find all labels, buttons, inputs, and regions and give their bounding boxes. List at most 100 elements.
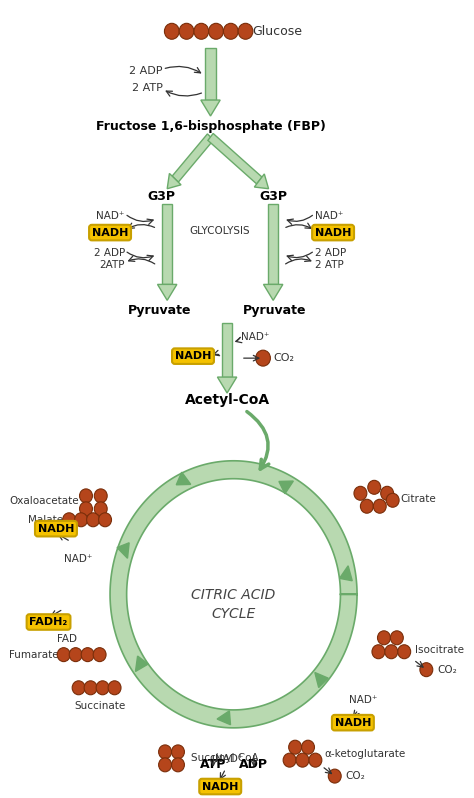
Polygon shape: [217, 711, 230, 725]
Text: NAD⁺: NAD⁺: [64, 554, 92, 563]
Text: NAD⁺: NAD⁺: [349, 695, 378, 705]
Polygon shape: [176, 472, 191, 485]
Polygon shape: [172, 134, 214, 182]
Polygon shape: [157, 284, 177, 300]
Text: NADH: NADH: [175, 351, 211, 361]
Text: NADH: NADH: [202, 781, 238, 792]
Circle shape: [386, 493, 399, 508]
Circle shape: [223, 23, 238, 39]
Polygon shape: [279, 481, 293, 494]
Circle shape: [94, 502, 107, 516]
Text: NADH: NADH: [335, 717, 371, 728]
Text: Succinate: Succinate: [74, 701, 126, 711]
Circle shape: [74, 513, 88, 527]
Text: NAD⁺: NAD⁺: [215, 753, 243, 764]
Polygon shape: [268, 203, 278, 284]
Circle shape: [179, 23, 194, 39]
Text: NAD⁺: NAD⁺: [315, 211, 343, 220]
Circle shape: [93, 648, 106, 662]
Text: Succinyl CoA: Succinyl CoA: [191, 753, 258, 763]
Text: Citrate: Citrate: [400, 494, 436, 504]
Text: NADH: NADH: [315, 227, 351, 238]
Circle shape: [69, 648, 82, 662]
Polygon shape: [205, 48, 216, 100]
Circle shape: [72, 681, 85, 695]
Circle shape: [289, 741, 301, 754]
Polygon shape: [222, 323, 232, 377]
Circle shape: [360, 500, 374, 513]
Text: 2 ADP: 2 ADP: [129, 66, 163, 76]
Text: 2 ADP: 2 ADP: [93, 247, 125, 258]
Text: 2 ADP: 2 ADP: [315, 247, 346, 258]
Circle shape: [80, 489, 92, 503]
Circle shape: [391, 630, 403, 645]
Polygon shape: [117, 543, 129, 559]
Text: Glucose: Glucose: [252, 25, 302, 38]
Circle shape: [57, 648, 70, 662]
Circle shape: [301, 741, 314, 754]
Circle shape: [255, 350, 270, 366]
Text: G3P: G3P: [259, 190, 287, 203]
Text: Fructose 1,6-bisphosphate (FBP): Fructose 1,6-bisphosphate (FBP): [96, 120, 326, 133]
Text: Pyruvate: Pyruvate: [128, 304, 191, 317]
Polygon shape: [339, 566, 352, 581]
Polygon shape: [136, 656, 148, 671]
Circle shape: [63, 513, 75, 527]
Circle shape: [238, 23, 253, 39]
Text: NADH: NADH: [92, 227, 128, 238]
Text: 2ATP: 2ATP: [99, 260, 125, 271]
Text: Fumarate: Fumarate: [9, 650, 58, 660]
Circle shape: [84, 681, 97, 695]
Text: 2 ATP: 2 ATP: [132, 83, 163, 93]
Text: GLYCOLYSIS: GLYCOLYSIS: [190, 226, 250, 235]
Text: CO₂: CO₂: [273, 354, 294, 363]
Circle shape: [164, 23, 179, 39]
Text: CO₂: CO₂: [346, 771, 365, 781]
Polygon shape: [201, 100, 220, 116]
Circle shape: [172, 745, 184, 759]
Text: Oxaloacetate: Oxaloacetate: [9, 496, 79, 506]
Circle shape: [368, 480, 381, 494]
Circle shape: [159, 745, 172, 759]
Circle shape: [377, 630, 391, 645]
Text: Pyruvate: Pyruvate: [243, 304, 307, 317]
Circle shape: [309, 753, 322, 767]
Circle shape: [81, 648, 94, 662]
Circle shape: [99, 513, 111, 527]
Text: NAD⁺: NAD⁺: [96, 211, 125, 220]
Circle shape: [94, 489, 107, 503]
Circle shape: [328, 769, 341, 783]
Circle shape: [194, 23, 209, 39]
Text: NAD⁺: NAD⁺: [241, 332, 269, 342]
Polygon shape: [208, 133, 262, 184]
Circle shape: [398, 645, 410, 658]
Text: α-ketoglutarate: α-ketoglutarate: [325, 749, 406, 759]
Text: FAD: FAD: [57, 634, 77, 644]
Circle shape: [381, 486, 393, 500]
Circle shape: [283, 753, 296, 767]
Polygon shape: [110, 460, 357, 728]
Text: CO₂: CO₂: [438, 665, 457, 674]
Polygon shape: [255, 174, 269, 189]
Circle shape: [209, 23, 223, 39]
Text: Isocitrate: Isocitrate: [415, 645, 464, 654]
Circle shape: [372, 645, 385, 658]
Text: G3P: G3P: [148, 190, 176, 203]
Text: CITRIC ACID
CYCLE: CITRIC ACID CYCLE: [191, 587, 276, 621]
Circle shape: [296, 753, 309, 767]
Polygon shape: [264, 284, 283, 300]
Circle shape: [374, 500, 386, 513]
Polygon shape: [218, 377, 237, 393]
Circle shape: [159, 758, 172, 772]
Circle shape: [354, 486, 367, 500]
Circle shape: [420, 662, 433, 677]
Polygon shape: [315, 673, 328, 688]
Circle shape: [385, 645, 398, 658]
Text: Acetyl-CoA: Acetyl-CoA: [184, 393, 270, 407]
Text: ADP: ADP: [239, 758, 268, 771]
Circle shape: [108, 681, 121, 695]
Circle shape: [80, 502, 92, 516]
Polygon shape: [162, 203, 172, 284]
Text: NADH: NADH: [38, 523, 74, 534]
Text: Malate: Malate: [28, 515, 64, 525]
